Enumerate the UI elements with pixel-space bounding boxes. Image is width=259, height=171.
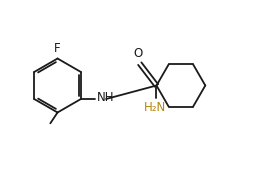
- Text: O: O: [134, 47, 143, 60]
- Text: NH: NH: [97, 91, 115, 104]
- Text: F: F: [54, 42, 61, 55]
- Text: H₂N: H₂N: [144, 101, 166, 114]
